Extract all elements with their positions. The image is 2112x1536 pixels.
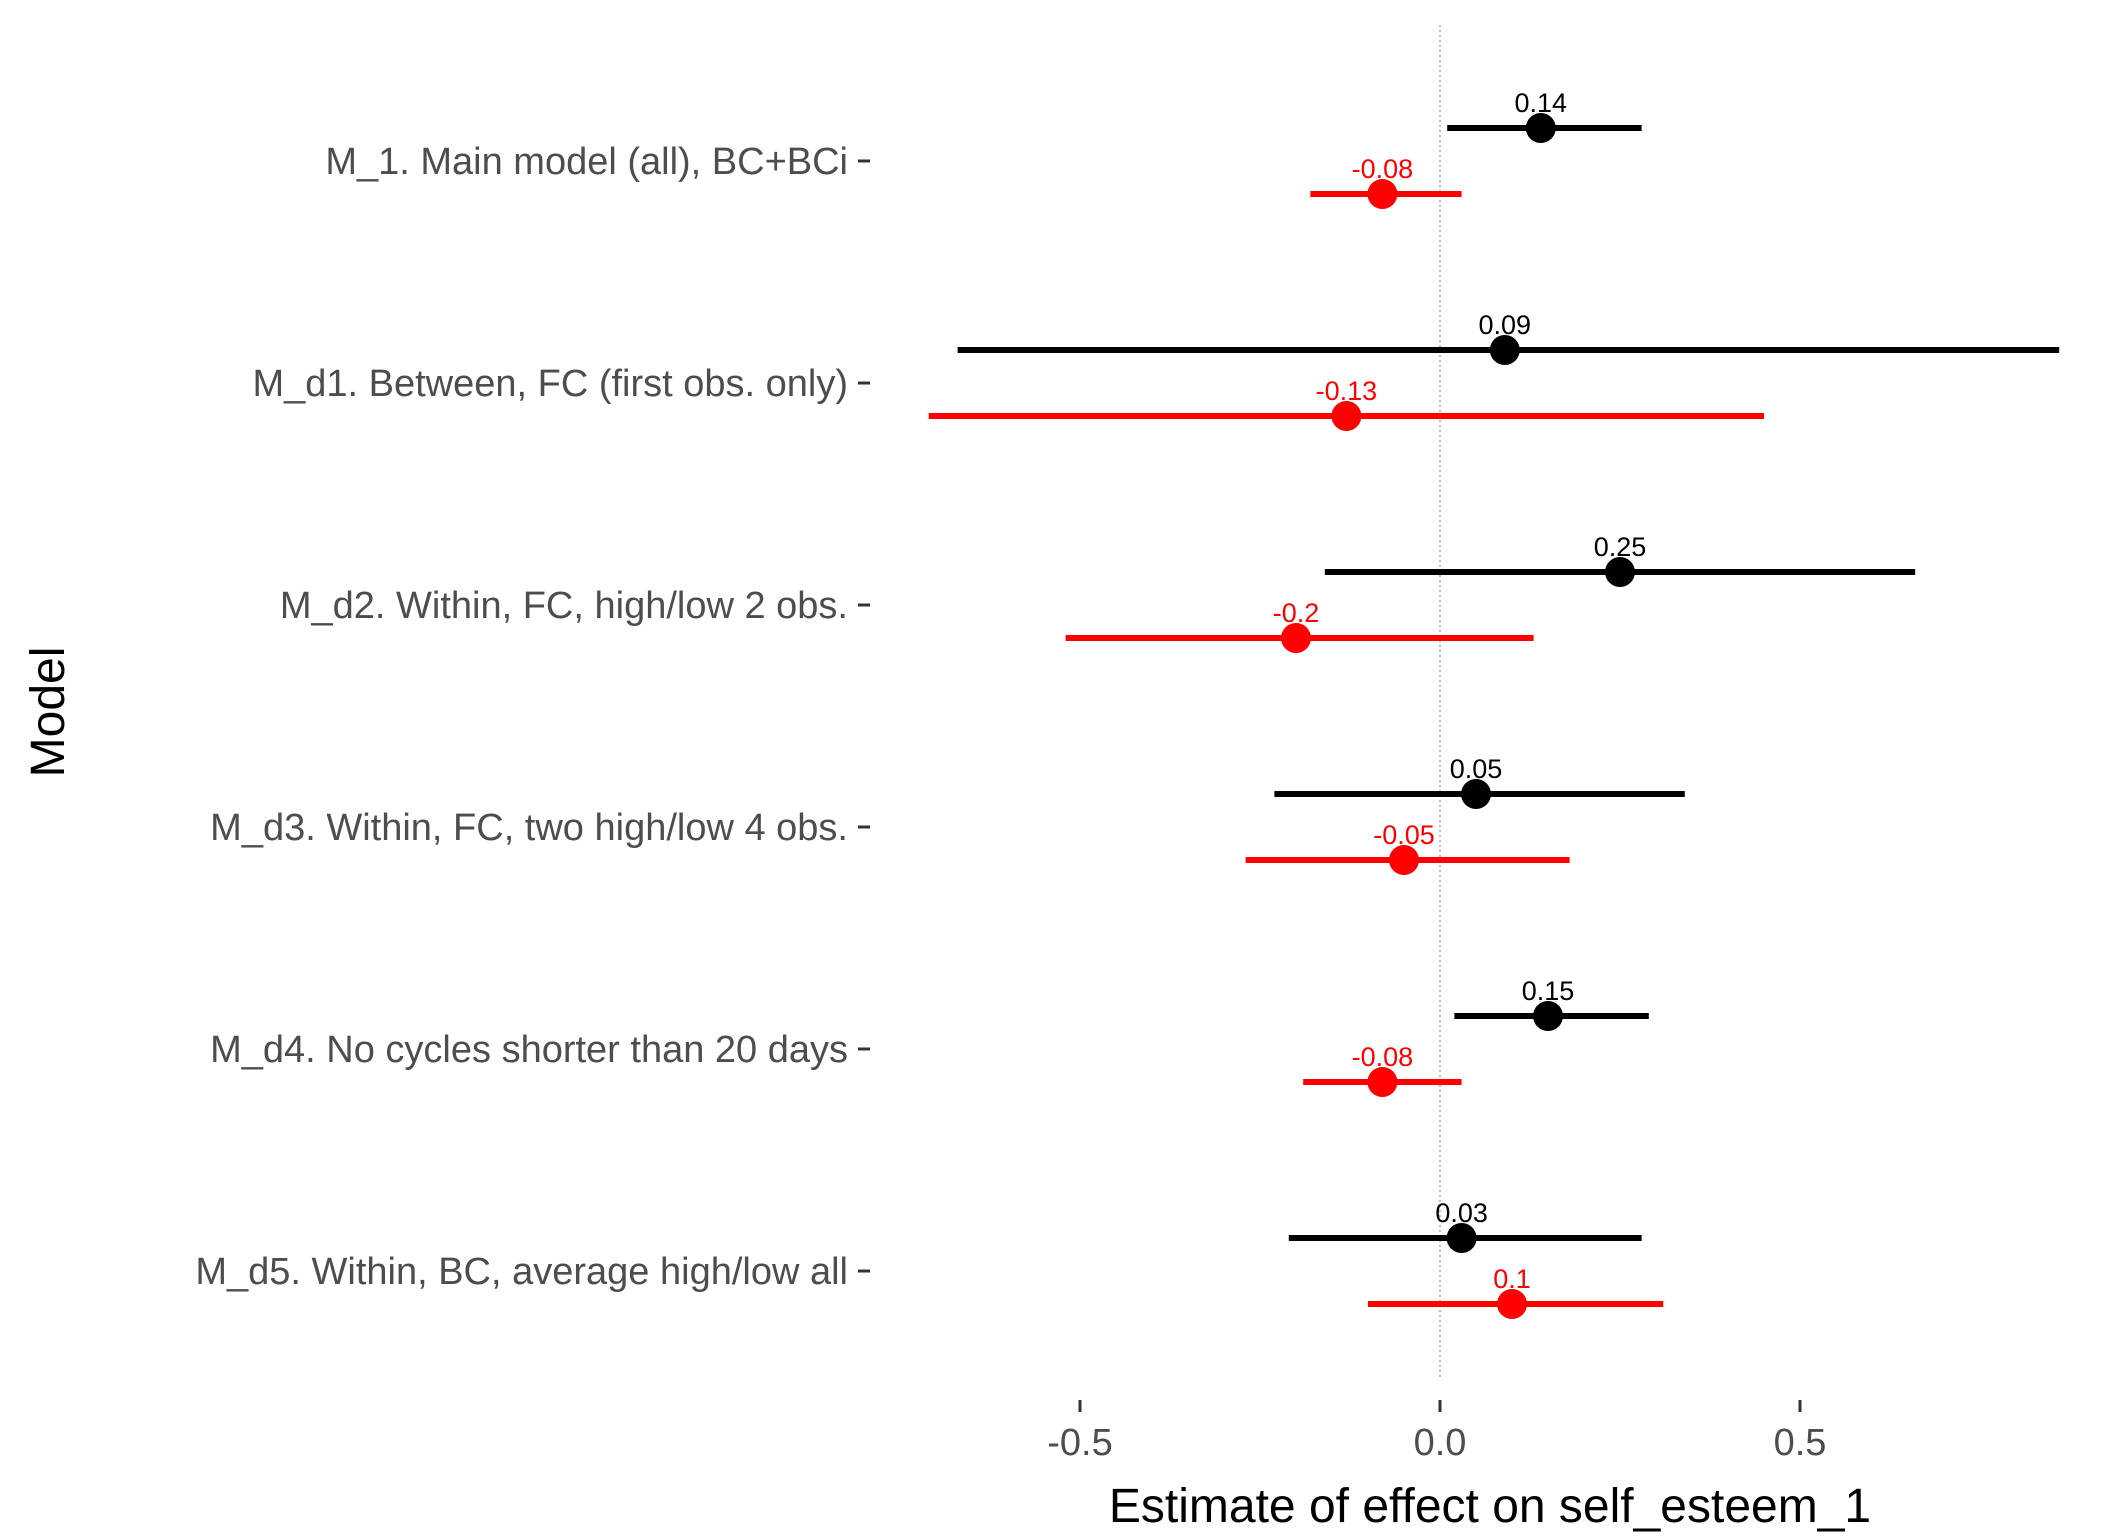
point-estimate [1497, 1289, 1527, 1319]
data-label: -0.08 [1352, 1042, 1414, 1072]
data-label: 0.03 [1435, 1198, 1488, 1228]
data-label: -0.13 [1316, 376, 1378, 406]
point-estimate [1446, 1223, 1477, 1253]
y-tick-label: M_d3. Within, FC, two high/low 4 obs. [210, 807, 848, 849]
y-axis-title: Model [22, 647, 75, 778]
x-tick-label: -0.5 [1047, 1422, 1112, 1464]
point-estimate [1331, 401, 1362, 431]
x-axis-title: Estimate of effect on self_esteem_1 [1109, 1480, 1871, 1533]
data-label: -0.08 [1352, 154, 1414, 184]
y-tick-label: M_d2. Within, FC, high/low 2 obs. [280, 585, 848, 627]
data-label: 0.09 [1479, 310, 1532, 340]
y-tick-label: M_d1. Between, FC (first obs. only) [252, 363, 848, 405]
point-estimate [1533, 1001, 1563, 1031]
point-estimate [1367, 179, 1398, 209]
y-tick-label: M_d5. Within, BC, average high/low all [195, 1251, 848, 1293]
point-estimate [1525, 113, 1556, 143]
point-estimate [1389, 845, 1419, 875]
x-tick-label: 0.0 [1414, 1422, 1467, 1464]
data-label: -0.2 [1273, 598, 1320, 628]
plot-marks: 0.14 0.09 0.25 0.05 0.15 0.03 -0.08 -0.13 -0.2 -0… [928, 88, 2060, 1319]
y-tick-label: M_1. Main model (all), BC+BCi [325, 141, 848, 183]
data-label: 0.05 [1450, 754, 1503, 784]
point-estimate [1605, 557, 1635, 587]
point-estimate [1489, 335, 1520, 365]
data-label: 0.25 [1594, 532, 1647, 562]
point-estimate [1281, 623, 1311, 653]
data-label: 0.15 [1522, 976, 1575, 1006]
y-tick-label: M_d4. No cycles shorter than 20 days [210, 1029, 848, 1071]
x-tick-label: 0.5 [1774, 1422, 1827, 1464]
data-label: 0.1 [1493, 1264, 1531, 1294]
point-estimate [1367, 1067, 1398, 1097]
point-estimate [1461, 779, 1491, 809]
x-axis: -0.5 0.0 0.5 [1047, 1400, 1826, 1464]
y-axis: M_1. Main model (all), BC+BCi M_d1. Betwe… [195, 141, 870, 1293]
data-label: -0.05 [1373, 820, 1435, 850]
data-label: 0.14 [1515, 88, 1568, 118]
